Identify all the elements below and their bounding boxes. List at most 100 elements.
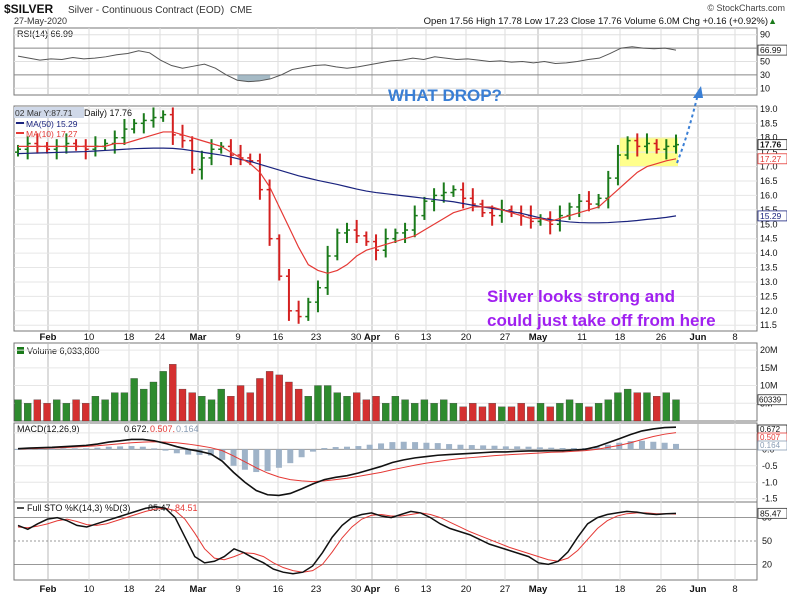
macd-histogram-bar — [502, 446, 509, 450]
ma50-swatch — [16, 122, 24, 124]
volume-panel: Volume 6,033,800 5M10M15M20M60339 — [14, 345, 787, 422]
macd-histogram-bar — [60, 448, 67, 450]
price-tick-label: 17.5 — [760, 147, 778, 157]
volume-value-tag-box — [757, 394, 787, 406]
volume-bar — [517, 403, 525, 422]
rsi-value-tag-box — [757, 44, 787, 56]
x-tick-label: 16 — [273, 584, 284, 595]
macd-histogram-bar — [287, 449, 294, 464]
macd-tick-label: -0.5 — [762, 461, 778, 471]
volume-tick-label: 20M — [760, 345, 778, 355]
comment-line-1: Silver looks strong and — [487, 287, 675, 306]
price-tick-label: 11.5 — [760, 320, 777, 330]
volume-bar — [449, 403, 458, 422]
volume-bar — [236, 385, 245, 422]
exchange: CME — [230, 5, 253, 16]
volume-bar — [33, 399, 42, 422]
volume-bar — [314, 385, 322, 422]
macd-legend-value: 0.672, — [124, 424, 149, 434]
x-tick-label: Jun — [690, 584, 707, 595]
macd-histogram-bar — [491, 445, 498, 450]
x-tick-label: 6 — [394, 584, 399, 595]
price-tick-label: 16.0 — [760, 190, 778, 200]
price-tick-label: 18.0 — [760, 133, 778, 143]
macd-histogram-bar — [627, 441, 634, 450]
volume-bar — [130, 378, 138, 422]
x-tick-label: Jun — [690, 332, 707, 343]
volume-bar — [362, 399, 371, 422]
volume-bar — [256, 378, 264, 422]
ma50-legend: MA(50) 15.29 — [26, 119, 78, 129]
x-tick-label: 18 — [615, 584, 626, 595]
price-tick-label: 17.0 — [760, 162, 778, 172]
macd-histogram-bar — [638, 440, 645, 450]
volume-bar — [304, 396, 312, 422]
volume-bar — [672, 399, 680, 422]
macd-histogram-bar — [219, 449, 226, 460]
volume-bar — [459, 406, 467, 422]
x-tick-label: 11 — [577, 584, 587, 595]
volume-bar — [207, 399, 216, 422]
price-legend-title: Daily) 17.76 — [84, 108, 132, 118]
volume-bar — [14, 399, 22, 422]
volume-bar — [565, 399, 574, 422]
volume-bar — [420, 399, 429, 422]
macd-histogram-bar — [378, 443, 385, 450]
volume-legend: Volume 6,033,800 — [27, 346, 100, 356]
up-arrow-icon: ▲ — [768, 16, 777, 26]
rsi-tick-label: 30 — [760, 70, 770, 80]
volume-bar — [43, 403, 51, 422]
ma50-tag-box — [757, 210, 787, 222]
volume-bar — [140, 388, 148, 422]
macd-histogram-bar — [230, 449, 237, 466]
volume-bar — [91, 396, 100, 422]
ma50-line — [17, 147, 677, 224]
volume-bar — [343, 396, 351, 422]
volume-bar — [488, 403, 496, 422]
macd-frame — [13, 422, 758, 503]
instrument-name: Silver - Continuous Contract (EOD) — [68, 5, 224, 16]
chart-date: 27-May-2020 — [14, 16, 67, 26]
volume-bar — [469, 403, 477, 422]
macd-histogram-bar — [650, 441, 657, 450]
price-tick-label: 15.5 — [760, 205, 778, 215]
macd-histogram-bar — [525, 446, 532, 450]
x-tick-label: May — [529, 584, 548, 595]
macd-histogram-bar — [264, 449, 271, 472]
macd-histogram-bar — [434, 443, 441, 450]
macd-histogram-bar — [139, 446, 146, 450]
x-tick-label: 23 — [311, 332, 322, 343]
watermark: © StockCharts.com — [707, 3, 785, 13]
volume-bar — [594, 403, 603, 422]
volume-bar — [556, 403, 564, 422]
volume-bar — [411, 403, 419, 422]
sto-panel: Full STO %K(14,3) %D(3) 85.47, 84.51 205… — [14, 503, 787, 575]
price-tick-label: 12.0 — [760, 306, 778, 316]
volume-bar — [275, 374, 283, 422]
sto-d-value: 84.51 — [175, 503, 198, 513]
volume-bar — [246, 392, 254, 422]
x-tick-label: 24 — [155, 332, 166, 343]
volume-bar — [440, 399, 448, 422]
x-tick-label: 27 — [500, 332, 511, 343]
volume-bar — [53, 399, 61, 422]
rsi-tick-label: 50 — [760, 57, 770, 67]
x-tick-label: 10 — [84, 584, 95, 595]
price-panel: 11.5 12.0 12.5 13.0 13.5 14.0 14.5 15.0 15.5 16.0… — [14, 104, 787, 330]
macd-histogram-bar — [275, 449, 282, 468]
volume-bar — [614, 392, 622, 422]
macd-histogram-bar — [673, 443, 679, 450]
macd-histogram-bar — [83, 448, 90, 450]
ma10-tag: 17.27 — [760, 154, 782, 164]
sto-tick-label: 50 — [762, 536, 772, 546]
comment-line-2: could just take off from here — [487, 311, 716, 330]
x-tick-label: 11 — [577, 332, 587, 343]
volume-bar — [536, 403, 545, 422]
sto-value-tag: 85.47 — [760, 508, 782, 518]
macd-hist-value: 0.164 — [176, 424, 199, 434]
macd-histogram-bar — [514, 446, 521, 450]
macd-value-tag: 0.672 — [760, 425, 781, 434]
macd-histogram-bar — [423, 442, 430, 450]
macd-histogram-bar — [185, 449, 192, 455]
